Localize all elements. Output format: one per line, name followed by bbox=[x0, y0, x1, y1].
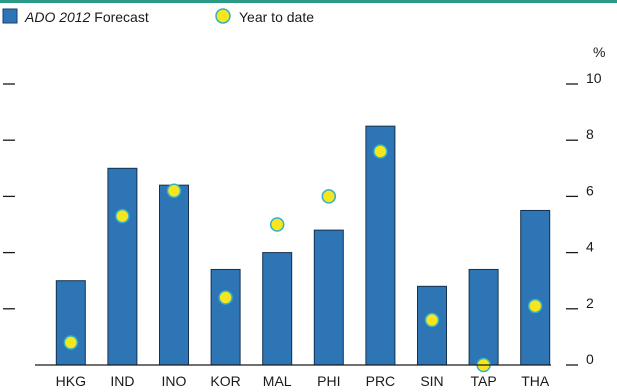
ytd-marker-hkg bbox=[63, 335, 79, 350]
x-tick-label: INO bbox=[162, 373, 187, 389]
bar-kor bbox=[210, 268, 241, 366]
x-tick-label: PHI bbox=[317, 373, 340, 389]
ytd-marker-prc bbox=[373, 144, 388, 159]
legend: ADO 2012 Forecast Year to date bbox=[2, 8, 314, 25]
x-tick-label: PRC bbox=[366, 373, 396, 389]
bar-phi bbox=[313, 229, 344, 366]
bar-prc bbox=[365, 125, 396, 366]
legend-label-forecast-italic: ADO 2012 bbox=[24, 9, 91, 25]
bar-hkg bbox=[55, 280, 86, 366]
legend-label-forecast-rest: Forecast bbox=[90, 9, 148, 25]
x-tick-label: SIN bbox=[420, 373, 443, 389]
x-tick-label: THA bbox=[521, 373, 550, 389]
y-tick-label: 10 bbox=[586, 70, 602, 86]
title-bar-edge bbox=[0, 0, 617, 3]
x-tick-label: TAP bbox=[470, 373, 496, 389]
legend-label-forecast: ADO 2012 Forecast bbox=[24, 9, 149, 25]
ytd-marker-mal bbox=[269, 217, 285, 232]
bar-mal bbox=[262, 252, 293, 366]
legend-swatch-ytd bbox=[215, 8, 231, 24]
y-tick-label: 2 bbox=[586, 295, 594, 311]
y-tick-label: 6 bbox=[586, 182, 594, 198]
x-tick-label: MAL bbox=[263, 373, 292, 389]
y-tick-label: 4 bbox=[586, 239, 594, 255]
x-tick-label: KOR bbox=[210, 373, 240, 389]
x-tick-labels: HKG IND INO KOR MAL PHI PRC SIN TAP THA bbox=[56, 373, 550, 389]
x-tick-label: IND bbox=[110, 373, 134, 389]
ytd-marker-kor bbox=[218, 290, 233, 305]
bars bbox=[55, 125, 551, 366]
markers bbox=[63, 144, 543, 373]
bar-ind bbox=[107, 167, 138, 366]
bar-tap bbox=[468, 268, 499, 366]
ytd-marker-tha bbox=[527, 298, 543, 314]
ytd-marker-phi bbox=[321, 189, 337, 204]
bar-tha bbox=[520, 209, 551, 366]
y-tick-label: 0 bbox=[586, 351, 594, 367]
x-tick-label: HKG bbox=[56, 373, 86, 389]
legend-swatch-forecast bbox=[2, 8, 18, 24]
bar-ino bbox=[159, 184, 189, 366]
y-tick-label: 8 bbox=[586, 126, 594, 142]
ytd-marker-ind bbox=[115, 208, 130, 224]
ytd-marker-sin bbox=[424, 312, 440, 328]
legend-label-ytd: Year to date bbox=[239, 9, 314, 25]
right-ticks: 0 2 4 6 8 10 bbox=[566, 70, 602, 367]
unit-label: % bbox=[593, 44, 605, 60]
left-ticks bbox=[3, 83, 15, 310]
ytd-marker-ino bbox=[166, 183, 182, 199]
